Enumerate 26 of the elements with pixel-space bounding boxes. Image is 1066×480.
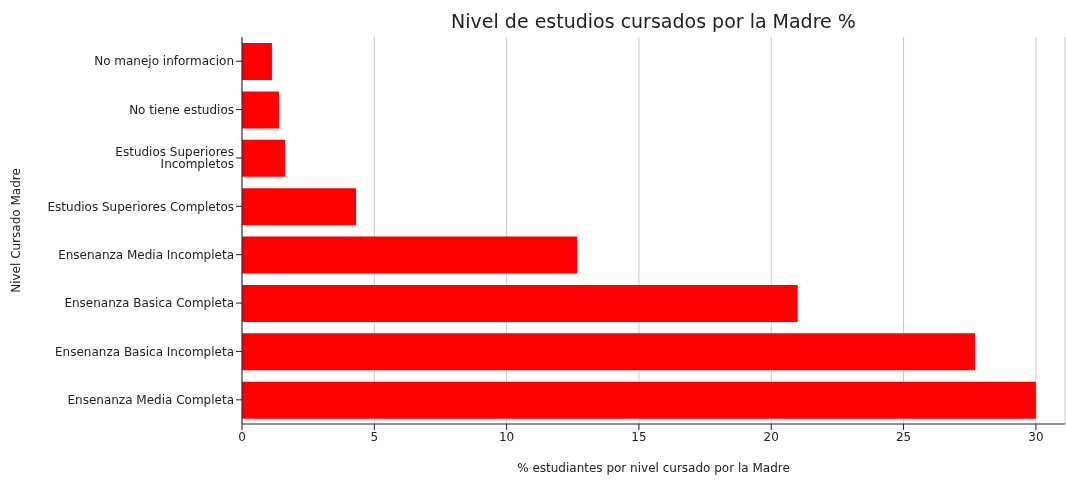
x-tick-label: 10 bbox=[498, 429, 515, 444]
y-tick-label: Estudios Superiores Completos bbox=[47, 199, 234, 214]
y-tick-label: Ensenanza Media Incompleta bbox=[58, 247, 234, 262]
chart-title: Nivel de estudios cursados por la Madre % bbox=[450, 10, 857, 32]
y-tick-label: Ensenanza Media Completa bbox=[67, 393, 234, 408]
y-tick-label: No tiene estudios bbox=[129, 102, 234, 117]
y-tick-label: No manejo informacion bbox=[94, 54, 234, 69]
bar bbox=[242, 43, 272, 80]
bar bbox=[242, 139, 286, 177]
y-tick-label: Estudios Superiores Incompletos bbox=[115, 145, 234, 172]
bar bbox=[242, 333, 976, 371]
x-tick-label: 5 bbox=[370, 429, 379, 444]
y-axis-title: Nivel Cursado Madre bbox=[9, 168, 24, 293]
x-tick-label: 30 bbox=[1028, 429, 1044, 444]
y-tick-label: Ensenanza Basica Completa bbox=[64, 296, 234, 311]
x-axis-title: % estudiantes por nivel cursado por la Madre bbox=[517, 461, 790, 475]
bar bbox=[242, 236, 578, 274]
bar bbox=[242, 91, 280, 129]
bar bbox=[242, 284, 798, 322]
bar bbox=[242, 188, 357, 226]
bar bbox=[242, 381, 1036, 419]
x-tick-label: 20 bbox=[763, 429, 779, 444]
x-tick-label: 25 bbox=[895, 429, 912, 444]
y-tick-label: Ensenanza Basica Incompleta bbox=[55, 344, 234, 359]
x-tick-label: 15 bbox=[631, 429, 647, 444]
x-tick-label: 0 bbox=[238, 429, 246, 444]
